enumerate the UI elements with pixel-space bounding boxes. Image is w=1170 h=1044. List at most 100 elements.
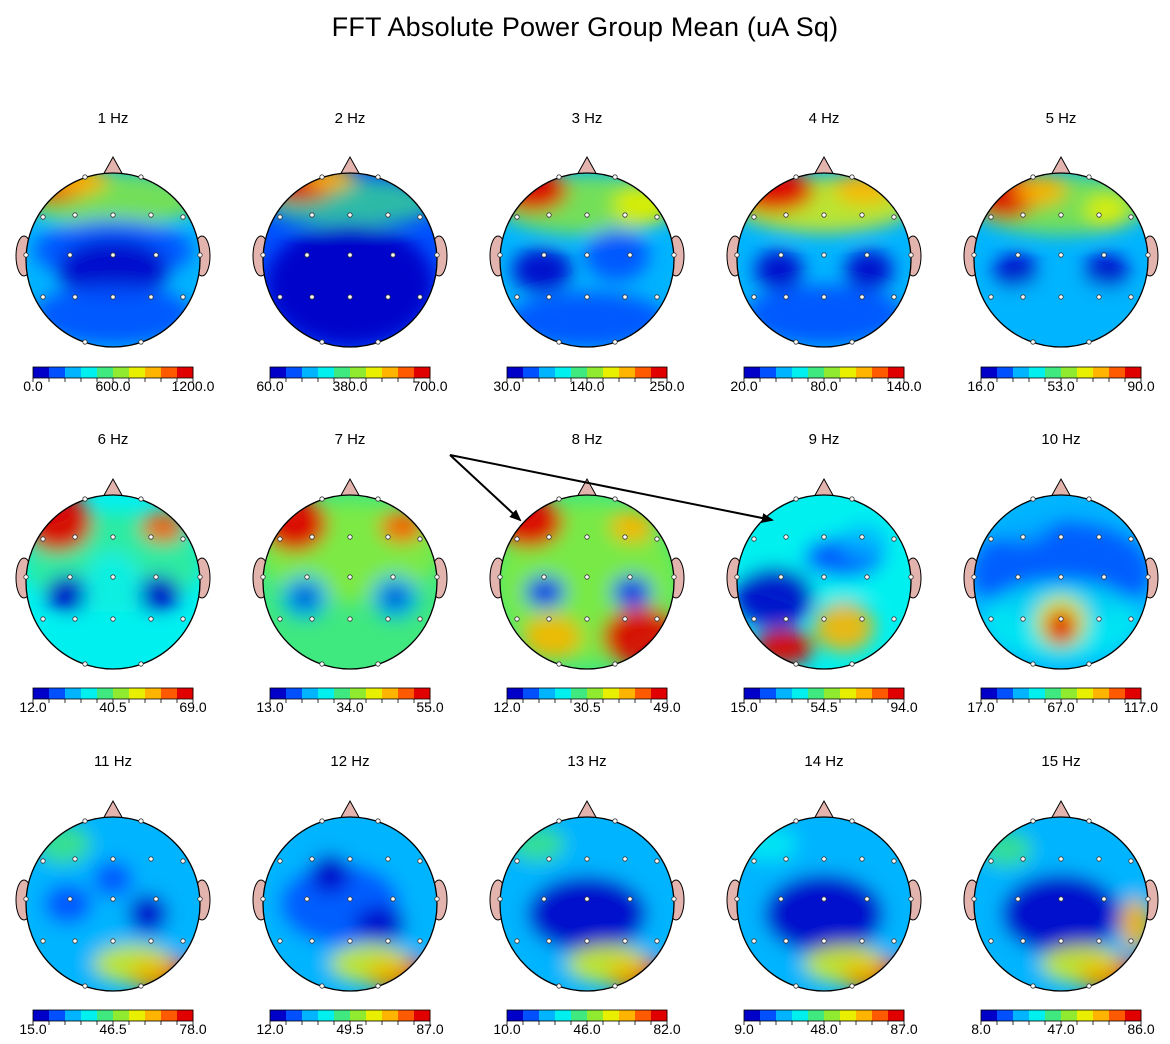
electrode-dot <box>148 616 154 622</box>
electrode-dot <box>1128 938 1134 944</box>
head-outline <box>499 494 675 670</box>
electrode-dot <box>671 574 677 580</box>
electrode-dot <box>864 574 870 580</box>
electrode-dot <box>1058 534 1064 540</box>
electrode-dot <box>72 616 78 622</box>
electrode-dot <box>891 214 897 220</box>
topomap-panel: 11 Hz 15.0 46.5 78.0 <box>15 753 211 1037</box>
electrode-dot <box>82 174 88 180</box>
nose-shape <box>339 799 361 820</box>
electrode-dot <box>153 574 159 580</box>
electrode-dot <box>138 174 144 180</box>
nose-shape <box>339 155 361 176</box>
electrode-dot <box>849 661 855 667</box>
electrode-dot <box>319 496 325 502</box>
color-scale-bar <box>269 1009 431 1025</box>
electrode-dot <box>347 938 353 944</box>
electrode-dot <box>793 339 799 345</box>
frequency-label: 8 Hz <box>572 431 603 448</box>
electrode-dot <box>654 938 660 944</box>
electrode-dot <box>1096 212 1102 218</box>
electrode-dot <box>584 574 590 580</box>
electrode-dot <box>1058 896 1064 902</box>
frequency-label: 5 Hz <box>1046 110 1077 127</box>
electrode-dot <box>72 856 78 862</box>
topomap-panel: 12 Hz 12.0 49.5 87.0 <box>252 753 448 1037</box>
electrode-dot <box>375 174 381 180</box>
scale-tick-label: 55.0 <box>416 699 443 715</box>
electrode-dot <box>793 661 799 667</box>
electrode-dot <box>988 858 994 864</box>
electrode-dot <box>148 294 154 300</box>
electrode-dot <box>138 339 144 345</box>
electrode-dot <box>622 534 628 540</box>
electrode-dot <box>385 616 391 622</box>
electrode-dot <box>277 294 283 300</box>
scale-tick-label: 30.5 <box>573 699 600 715</box>
electrode-dot <box>612 496 618 502</box>
nose-shape <box>102 799 124 820</box>
scale-tick-label: 12.0 <box>256 1021 283 1037</box>
electrode-dot <box>859 856 865 862</box>
electrode-dot <box>180 214 186 220</box>
scale-tick-label: 87.0 <box>416 1021 443 1037</box>
electrode-dot <box>793 983 799 989</box>
electrode-dot <box>1030 983 1036 989</box>
scale-tick-label: 140.0 <box>569 378 604 394</box>
electrode-dot <box>793 496 799 502</box>
electrode-dot <box>751 938 757 944</box>
scale-tick-label: 48.0 <box>810 1021 837 1037</box>
electrode-dot <box>304 896 310 902</box>
electrode-dot <box>277 536 283 542</box>
electrode-dot <box>1145 574 1151 580</box>
frequency-label: 10 Hz <box>1041 431 1080 448</box>
electrode-dot <box>417 214 423 220</box>
electrode-dot <box>1030 339 1036 345</box>
electrode-dot <box>654 536 660 542</box>
electrode-dot <box>110 938 116 944</box>
electrode-dot <box>778 252 784 258</box>
electrode-dot <box>546 938 552 944</box>
electrode-dot <box>110 212 116 218</box>
scale-tick-label: 78.0 <box>179 1021 206 1037</box>
electrode-dot <box>751 214 757 220</box>
topomap-panel: 7 Hz 13.0 34.0 55.0 <box>252 431 448 715</box>
electrode-dot <box>110 294 116 300</box>
electrode-dot <box>390 252 396 258</box>
frequency-label: 11 Hz <box>94 753 132 770</box>
electrode-dot <box>180 294 186 300</box>
electrode-dot <box>23 896 29 902</box>
color-scale-bar <box>506 366 668 382</box>
electrode-dot <box>821 856 827 862</box>
electrode-dot <box>304 252 310 258</box>
electrode-dot <box>260 252 266 258</box>
electrode-dot <box>1058 252 1064 258</box>
electrode-dot <box>347 574 353 580</box>
electrode-dot <box>347 856 353 862</box>
electrode-dot <box>612 983 618 989</box>
electrode-dot <box>988 616 994 622</box>
frequency-label: 6 Hz <box>98 431 129 448</box>
electrode-dot <box>72 212 78 218</box>
electrode-dot <box>821 294 827 300</box>
topomap-panel: 14 Hz 9.0 48.0 87.0 <box>726 753 922 1037</box>
nose-shape <box>813 477 835 498</box>
electrode-dot <box>584 896 590 902</box>
scale-tick-label: 13.0 <box>256 699 283 715</box>
electrode-dot <box>138 818 144 824</box>
scale-tick-label: 54.5 <box>810 699 837 715</box>
electrode-dot <box>751 616 757 622</box>
electrode-dot <box>375 339 381 345</box>
electrode-dot <box>654 616 660 622</box>
electrode-dot <box>751 294 757 300</box>
electrode-dot <box>417 938 423 944</box>
electrode-dot <box>138 661 144 667</box>
scale-tick-label: 20.0 <box>730 378 757 394</box>
electrode-dot <box>148 534 154 540</box>
head-outline <box>25 816 201 992</box>
electrode-dot <box>734 896 740 902</box>
electrode-dot <box>40 536 46 542</box>
electrode-dot <box>1020 534 1026 540</box>
scale-tick-label: 15.0 <box>730 699 757 715</box>
color-scale-bar <box>980 687 1142 703</box>
